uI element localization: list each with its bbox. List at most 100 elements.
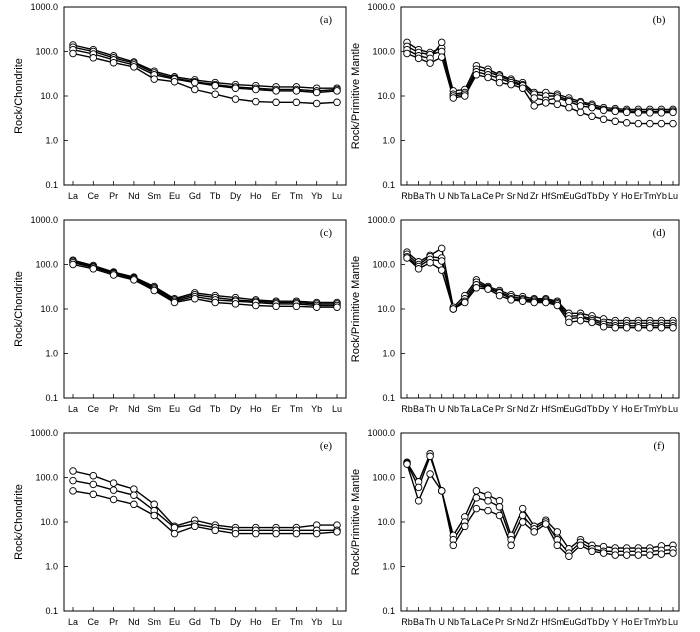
x-tick-label: Ce bbox=[482, 617, 494, 627]
data-point-series-4 bbox=[426, 59, 434, 67]
data-point-series-1 bbox=[109, 479, 118, 487]
series-line-1 bbox=[72, 44, 337, 89]
data-point-series-4 bbox=[170, 77, 179, 86]
y-tick-label: 1000.0 bbox=[367, 215, 395, 225]
x-tick-label: Pr bbox=[109, 404, 118, 414]
x-tick-label: Eu bbox=[563, 191, 574, 201]
y-tick-label: 0.1 bbox=[382, 393, 395, 403]
x-tick-label: Eu bbox=[169, 617, 180, 627]
x-tick-label: Yb bbox=[311, 191, 322, 201]
data-point-series-3 bbox=[542, 520, 550, 528]
x-tick-label: Yb bbox=[656, 617, 667, 627]
x-tick-label: Tb bbox=[210, 617, 221, 627]
x-tick-label: Pr bbox=[495, 617, 504, 627]
y-tick-label: 0.1 bbox=[45, 606, 58, 616]
data-point-series-3 bbox=[611, 107, 619, 116]
x-tick-label: Eu bbox=[169, 191, 180, 201]
y-axis-label: Rock/Primitive Mantle bbox=[350, 43, 362, 149]
data-point-series-4 bbox=[130, 63, 138, 71]
data-point-series-3 bbox=[530, 94, 538, 102]
data-point-series-4 bbox=[507, 296, 515, 304]
chart-panel-6: 0.1 1.0 10.0 100.0 1000.0 Rb Ba Th U Nb Ta La Ce Pr Sr… bbox=[350, 428, 680, 627]
data-point-series-3 bbox=[669, 108, 677, 117]
x-tick-label: Tm bbox=[290, 404, 303, 414]
data-point-series-4 bbox=[657, 119, 666, 128]
x-tick-label: Pr bbox=[109, 617, 118, 627]
data-point-series-4 bbox=[518, 297, 527, 305]
x-tick-label: Sr bbox=[507, 191, 516, 201]
x-tick-label: Ba bbox=[413, 191, 424, 201]
y-tick-label: 100.0 bbox=[372, 473, 395, 483]
data-point-series-4 bbox=[634, 119, 643, 128]
data-point-series-3 bbox=[622, 551, 631, 559]
x-tick-label: Yb bbox=[311, 404, 322, 414]
data-point-series-4 bbox=[495, 291, 504, 300]
x-tick-label: Nb bbox=[448, 191, 460, 201]
data-point-series-4 bbox=[461, 92, 469, 100]
y-tick-label: 0.1 bbox=[382, 606, 395, 616]
data-point-series-4 bbox=[150, 75, 158, 83]
x-tick-label: Gd bbox=[574, 617, 586, 627]
x-tick-label: Nd bbox=[128, 191, 140, 201]
data-point-series-3 bbox=[622, 108, 631, 117]
x-tick-label: Ta bbox=[460, 617, 470, 627]
panel-label: (c) bbox=[320, 227, 333, 239]
panel-label: (f) bbox=[654, 440, 665, 452]
data-point-series-3 bbox=[333, 528, 341, 536]
x-tick-label: Ce bbox=[482, 191, 494, 201]
x-tick-label: Ba bbox=[413, 404, 424, 414]
data-point-series-4 bbox=[312, 99, 321, 108]
data-point-series-3 bbox=[231, 84, 240, 92]
data-point-series-2 bbox=[89, 480, 98, 489]
data-point-series-3 bbox=[646, 551, 654, 559]
x-tick-label: Tm bbox=[643, 404, 656, 414]
y-tick-label: 1000.0 bbox=[30, 2, 58, 12]
panel-label: (b) bbox=[653, 14, 666, 26]
x-tick-label: Nd bbox=[517, 191, 529, 201]
data-point-series-4 bbox=[542, 298, 550, 307]
series-line-1 bbox=[406, 451, 674, 550]
data-point-series-4 bbox=[272, 302, 280, 311]
data-point-series-4 bbox=[426, 258, 434, 267]
y-tick-label: 10.0 bbox=[377, 517, 395, 527]
data-point-series-2 bbox=[472, 494, 481, 502]
data-point-series-3 bbox=[553, 541, 562, 550]
data-point-series-3 bbox=[252, 85, 260, 94]
y-tick-label: 100.0 bbox=[372, 47, 395, 57]
y-tick-label: 1000.0 bbox=[30, 428, 58, 438]
x-tick-label: Tm bbox=[643, 617, 656, 627]
x-tick-label: Er bbox=[272, 191, 281, 201]
data-point-series-3 bbox=[599, 549, 608, 557]
x-tick-label: Eu bbox=[563, 404, 574, 414]
x-tick-label: Nb bbox=[448, 617, 460, 627]
data-point-series-4 bbox=[191, 294, 199, 303]
x-tick-label: Tb bbox=[587, 404, 598, 414]
series-line-2 bbox=[72, 260, 337, 305]
x-tick-label: Ba bbox=[413, 617, 424, 627]
data-point-series-4 bbox=[669, 323, 677, 332]
y-tick-label: 10.0 bbox=[40, 91, 58, 101]
data-point-series-4 bbox=[622, 119, 631, 127]
data-point-series-4 bbox=[231, 300, 240, 308]
data-point-series-3 bbox=[588, 103, 596, 112]
data-point-series-3 bbox=[576, 102, 585, 110]
data-point-series-4 bbox=[565, 103, 573, 112]
x-tick-label: La bbox=[68, 617, 78, 627]
data-point-series-4 bbox=[611, 117, 619, 126]
data-point-series-1 bbox=[150, 500, 158, 509]
x-tick-label: Nd bbox=[128, 404, 140, 414]
data-point-series-4 bbox=[191, 85, 199, 94]
x-tick-label: Y bbox=[612, 404, 618, 414]
data-point-series-2 bbox=[495, 503, 504, 511]
data-point-series-4 bbox=[588, 318, 596, 327]
y-tick-label: 100.0 bbox=[35, 260, 58, 270]
plot-frame bbox=[400, 6, 680, 186]
data-point-series-4 bbox=[414, 265, 423, 273]
data-point-series-3 bbox=[611, 551, 619, 559]
data-point-series-3 bbox=[530, 528, 538, 536]
data-point-series-1 bbox=[518, 504, 527, 513]
data-point-series-3 bbox=[414, 497, 423, 505]
x-tick-label: Ce bbox=[482, 404, 494, 414]
x-tick-label: Ho bbox=[621, 617, 633, 627]
